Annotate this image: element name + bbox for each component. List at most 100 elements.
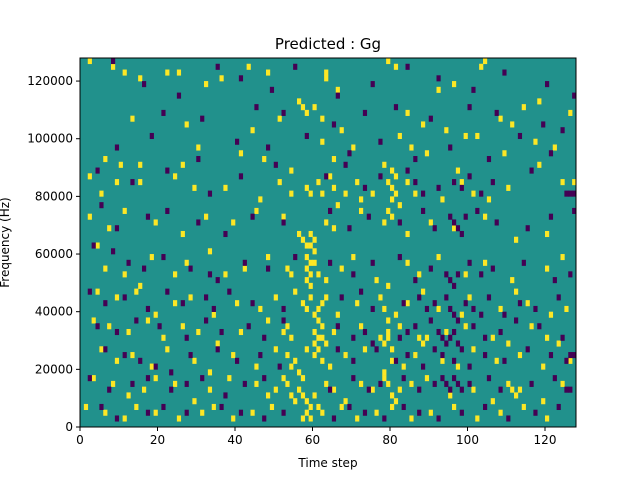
- heatmap-cell-low: [362, 184, 368, 191]
- heatmap-cell-high: [405, 179, 410, 186]
- heatmap-cell-high: [386, 207, 391, 214]
- heatmap-cell-high: [440, 357, 445, 364]
- plot-frame: [79, 57, 577, 428]
- heatmap-cell-low: [180, 300, 185, 307]
- heatmap-cell-high: [308, 271, 313, 278]
- heatmap-cell-low: [188, 352, 193, 359]
- heatmap-cell-high: [223, 271, 228, 278]
- heatmap-cell-high: [297, 230, 302, 238]
- heatmap-cell-high: [409, 380, 414, 387]
- heatmap-cell-high: [87, 173, 92, 180]
- heatmap-cell-high: [176, 69, 182, 76]
- heatmap-cell-low: [242, 259, 247, 266]
- heatmap-cell-low: [548, 352, 554, 359]
- heatmap-cell-high: [165, 69, 170, 76]
- heatmap-cell-high: [355, 179, 360, 186]
- heatmap-cell-high: [99, 190, 104, 197]
- heatmap-cell-high: [440, 196, 445, 203]
- heatmap-cell-low: [490, 179, 495, 186]
- heatmap-cell-high: [312, 259, 317, 266]
- heatmap-cell-high: [568, 357, 573, 364]
- x-tick-label: 60: [305, 433, 320, 447]
- heatmap-cell-low: [153, 363, 158, 370]
- heatmap-cell-high: [304, 242, 309, 249]
- heatmap-cell-high: [320, 334, 325, 341]
- heatmap-cell-high: [463, 323, 468, 330]
- heatmap-cell-high: [386, 328, 391, 336]
- heatmap-cell-low: [366, 213, 371, 220]
- heatmap-cell-low: [448, 144, 453, 151]
- heatmap-cell-low: [405, 63, 410, 70]
- heatmap-cell-high: [250, 127, 255, 134]
- heatmap-cell-low: [436, 415, 441, 422]
- heatmap-cell-low: [258, 352, 263, 359]
- heatmap-cell-high: [390, 167, 395, 174]
- heatmap-cell-high: [455, 363, 461, 370]
- heatmap-cell-low: [99, 403, 104, 411]
- heatmap-cell-high: [335, 86, 340, 93]
- heatmap-cell-low: [479, 311, 484, 318]
- heatmap-cell-high: [304, 409, 309, 416]
- heatmap-cell-high: [153, 311, 158, 318]
- heatmap-cell-high: [231, 219, 236, 226]
- heatmap-cell-low: [359, 288, 364, 295]
- heatmap-cell-high: [235, 300, 240, 307]
- heatmap-cell-low: [459, 346, 464, 353]
- heatmap-cell-high: [424, 150, 430, 157]
- heatmap-cell-low: [483, 403, 488, 411]
- heatmap-cell-low: [483, 352, 488, 359]
- heatmap-cell-high: [386, 58, 391, 65]
- heatmap-cell-high: [200, 409, 205, 416]
- plot-area: [80, 58, 577, 427]
- heatmap-cell-high: [238, 150, 244, 157]
- chart-title: Predicted : Gg: [275, 35, 381, 53]
- heatmap-cell-high: [91, 375, 96, 382]
- heatmap-cell-high: [304, 277, 309, 284]
- heatmap-cell-low: [262, 334, 267, 341]
- heatmap-cell-high: [378, 334, 383, 341]
- heatmap-cell-high: [498, 305, 503, 312]
- heatmap-cell-high: [421, 340, 426, 347]
- heatmap-cell-low: [521, 259, 526, 266]
- heatmap-cell-low: [266, 265, 271, 272]
- heatmap-cell-low: [455, 317, 461, 324]
- heatmap-cell-low: [254, 104, 259, 111]
- heatmap-cell-low: [424, 305, 430, 312]
- heatmap-cell-low: [533, 305, 538, 312]
- heatmap-cell-low: [339, 294, 344, 301]
- heatmap-cell-low: [184, 380, 189, 387]
- heatmap-cell-low: [506, 415, 511, 422]
- heatmap-cell-low: [378, 380, 383, 387]
- heatmap-cell-low: [568, 352, 573, 359]
- heatmap-cell-low: [452, 282, 457, 289]
- heatmap-cell-low: [246, 323, 251, 330]
- heatmap-cell-low: [455, 380, 461, 387]
- heatmap-cell-low: [293, 63, 298, 70]
- heatmap-cell-high: [467, 294, 472, 301]
- heatmap-cell-low: [564, 190, 569, 197]
- heatmap-cell-low: [304, 132, 309, 140]
- heatmap-cell-low: [328, 386, 333, 393]
- heatmap-cell-low: [560, 127, 565, 134]
- heatmap-cell-high: [316, 305, 321, 312]
- heatmap-cell-high: [173, 380, 178, 387]
- heatmap-cell-high: [390, 357, 395, 364]
- heatmap-cell-high: [382, 340, 387, 347]
- heatmap-cell-high: [118, 161, 123, 168]
- heatmap-cell-high: [300, 236, 306, 243]
- heatmap-cell-high: [324, 219, 329, 226]
- heatmap-cell-high: [355, 300, 360, 307]
- heatmap-cell-low: [440, 375, 445, 382]
- heatmap-cell-high: [196, 144, 201, 151]
- heatmap-cell-high: [142, 386, 147, 393]
- heatmap-cell-low: [440, 352, 445, 359]
- heatmap-cell-high: [293, 357, 298, 364]
- heatmap-cell-low: [428, 317, 433, 324]
- heatmap-cell-high: [390, 196, 395, 203]
- heatmap-cell-high: [331, 156, 337, 163]
- heatmap-cell-low: [471, 323, 476, 330]
- heatmap-cell-high: [459, 311, 464, 318]
- heatmap-cell-low: [498, 328, 503, 336]
- heatmap-cell-low: [517, 300, 523, 307]
